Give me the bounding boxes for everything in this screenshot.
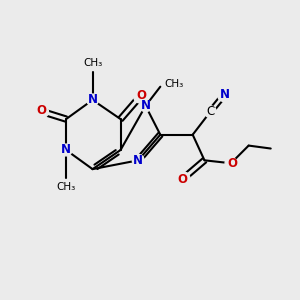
Text: N: N	[220, 88, 230, 100]
Text: N: N	[141, 99, 151, 112]
Text: N: N	[88, 93, 98, 106]
Circle shape	[60, 144, 72, 156]
Circle shape	[178, 172, 190, 184]
Text: CH₃: CH₃	[165, 79, 184, 89]
Circle shape	[225, 158, 237, 169]
Circle shape	[205, 106, 216, 118]
Text: O: O	[177, 173, 188, 186]
Circle shape	[218, 90, 230, 101]
Text: CH₃: CH₃	[83, 58, 102, 68]
Text: O: O	[136, 89, 146, 102]
Circle shape	[37, 106, 48, 118]
Text: N: N	[61, 143, 71, 157]
Text: O: O	[36, 104, 46, 117]
Circle shape	[132, 154, 144, 166]
Circle shape	[134, 91, 146, 103]
Text: C: C	[206, 105, 214, 118]
Text: O: O	[227, 157, 237, 170]
Circle shape	[87, 94, 98, 106]
Text: N: N	[133, 154, 143, 167]
Text: CH₃: CH₃	[56, 182, 76, 192]
Circle shape	[140, 100, 152, 112]
